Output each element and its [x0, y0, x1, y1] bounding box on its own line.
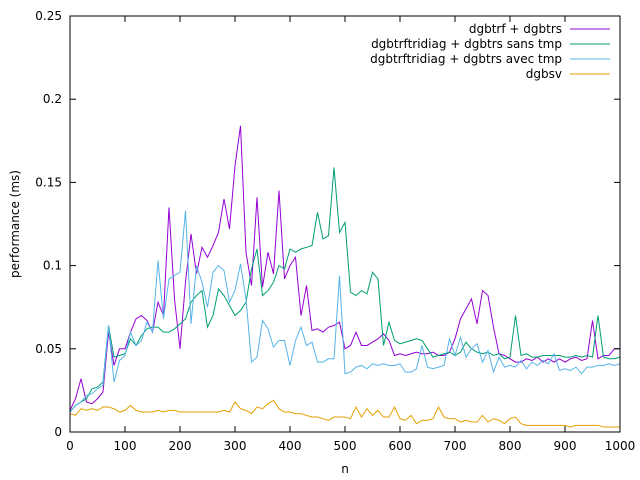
- x-tick-label: 800: [499, 439, 522, 453]
- y-axis-label: performance (ms): [8, 170, 22, 278]
- series-line-dgbtrftridiag-dgbtrs-sans-tmp: [69, 167, 621, 413]
- series-line-dgbtrftridiag-dgbtrs-avec-tmp: [69, 210, 621, 413]
- y-tick-label: 0.25: [35, 9, 62, 23]
- x-tick-label: 1000: [605, 439, 636, 453]
- y-tick-label: 0.05: [35, 342, 62, 356]
- x-tick-label: 700: [444, 439, 467, 453]
- plot-frame: [69, 15, 621, 433]
- x-axis-label: n: [341, 462, 349, 476]
- x-tick-label: 900: [554, 439, 577, 453]
- x-tick-label: 400: [279, 439, 302, 453]
- y-tick-label: 0.2: [43, 92, 62, 106]
- x-tick-label: 600: [389, 439, 412, 453]
- x-tick-label: 100: [114, 439, 137, 453]
- ticks-layer: 0 100 200 300 400 500 600 700 800 900 1000 0 0.05 0.1…: [35, 9, 635, 453]
- legend-label-dgbsv: dgbsv: [526, 67, 562, 81]
- x-tick-label: 200: [169, 439, 192, 453]
- y-tick-label: 0: [54, 425, 62, 439]
- y-tick-label: 0.1: [43, 259, 62, 273]
- series-layer: [69, 125, 621, 428]
- legend-label-dgbtrf-dgbtrs: dgbtrf + dgbtrs: [469, 22, 562, 36]
- legend-label-dgbtrftridiag-dgbtrs-sans-tmp: dgbtrftridiag + dgbtrs sans tmp: [371, 37, 562, 51]
- series-line-dgbtrf-dgbtrs: [69, 125, 620, 411]
- legend-label-dgbtrftridiag-dgbtrs-avec-tmp: dgbtrftridiag + dgbtrs avec tmp: [370, 52, 562, 66]
- x-tick-label: 0: [66, 439, 74, 453]
- y-tick-label: 0.15: [35, 175, 62, 189]
- series-line-dgbsv: [69, 399, 620, 428]
- x-tick-label: 300: [224, 439, 247, 453]
- x-tick-label: 500: [334, 439, 357, 453]
